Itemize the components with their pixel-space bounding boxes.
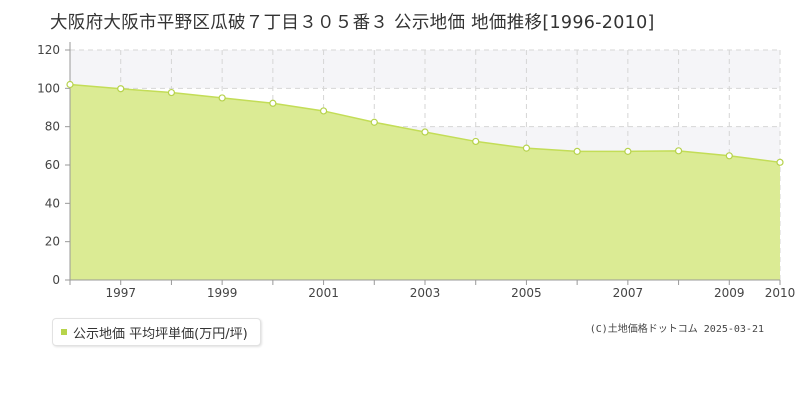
data-point [776, 158, 784, 166]
x-tick-label: 1999 [207, 286, 238, 300]
series-area-fill [70, 84, 780, 280]
y-tick-label: 120 [37, 43, 60, 57]
data-point [674, 147, 683, 155]
x-tick-label: 2009 [714, 286, 745, 300]
data-markers [66, 80, 784, 166]
data-point [319, 107, 328, 115]
data-point [66, 80, 74, 89]
data-point [725, 152, 733, 160]
y-tick-label: 40 [45, 196, 60, 210]
legend: 公示地価 平均坪単価(万円/坪) [52, 318, 261, 346]
data-point [421, 128, 429, 136]
x-tick-label: 2005 [511, 286, 542, 300]
x-tick-label: 2003 [410, 286, 441, 300]
y-tick-label: 80 [45, 120, 60, 134]
data-point [269, 99, 277, 107]
y-axis-tick-labels: 0 20 40 60 80 100 120 [37, 43, 60, 287]
copyright-credit: (C)土地価格ドットコム 2025-03-21 [589, 324, 764, 335]
y-tick-label: 20 [45, 235, 60, 249]
x-tick-label: 2010 [765, 286, 796, 300]
y-tick-label: 60 [45, 158, 60, 172]
data-point [573, 147, 581, 155]
data-point [370, 118, 378, 126]
data-point [624, 147, 632, 155]
y-tick-label: 100 [37, 81, 60, 95]
chart-title: 大阪府大阪市平野区瓜破７丁目３０５番３ 公示地価 地価推移[1996-2010] [50, 13, 655, 33]
x-axis-tick-labels: 1997 1999 2001 2003 2005 2007 2009 2010 [105, 286, 795, 300]
legend-label: 公示地価 平均坪単価(万円/坪) [73, 326, 248, 342]
x-tick-label: 2001 [308, 286, 339, 300]
data-point [218, 94, 226, 102]
area-chart: 0 20 40 60 80 100 120 1997 1999 2001 2003 2005 2007… [37, 42, 795, 300]
data-point [522, 144, 531, 152]
data-point [167, 88, 176, 97]
data-point [472, 137, 480, 146]
data-point [117, 85, 125, 93]
x-tick-label: 2007 [613, 286, 644, 300]
x-tick-label: 1997 [105, 286, 136, 300]
legend-swatch [61, 329, 67, 335]
y-tick-label: 0 [52, 273, 60, 287]
